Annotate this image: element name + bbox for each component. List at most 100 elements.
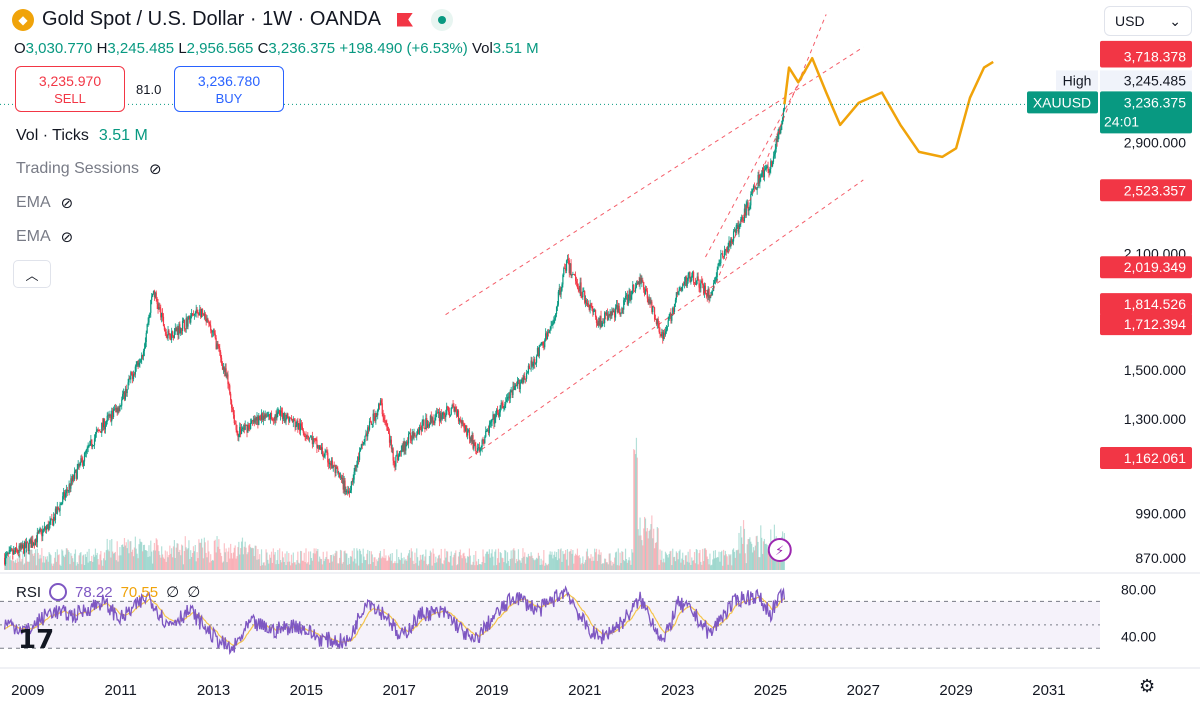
volume-bar	[124, 545, 126, 570]
rsi-legend[interactable]: RSI 78.22 70.55 ∅ ∅	[16, 583, 201, 601]
indicator-ema-2[interactable]: EMA ⊘	[16, 228, 74, 246]
volume-bar	[494, 551, 496, 570]
candle-body	[573, 274, 575, 275]
volume-bar	[619, 552, 621, 570]
market-status-icon[interactable]	[430, 8, 453, 31]
currency-select[interactable]: USD ⌄	[1104, 6, 1192, 36]
volume-bar	[182, 564, 185, 570]
candle-body	[72, 475, 74, 482]
volume-bar	[184, 536, 186, 570]
candle-body	[780, 129, 782, 134]
volume-bar	[144, 550, 146, 570]
candle-body	[291, 419, 293, 423]
eye-crossed-icon[interactable]: ⊘	[60, 195, 74, 212]
candle-body	[712, 290, 714, 292]
candle-body	[565, 260, 568, 271]
volume-bar	[712, 550, 715, 570]
y-tick-label: 1,300.000	[1124, 411, 1186, 427]
volume-bar	[24, 563, 26, 570]
candle-body	[618, 305, 620, 312]
volume-bar	[452, 557, 454, 570]
volume-bar	[476, 565, 479, 570]
volume-bar	[573, 563, 575, 570]
indicator-vol-ticks[interactable]: Vol · Ticks 3.51 M	[16, 127, 148, 144]
candle-body	[74, 469, 77, 472]
candle-body	[731, 238, 733, 243]
collapse-indicators-button[interactable]: ︿	[13, 260, 51, 288]
volume-bar	[670, 550, 672, 570]
candle-body	[562, 274, 564, 285]
candle-body	[211, 330, 213, 333]
candle-body	[554, 318, 556, 320]
candle-body	[712, 282, 715, 291]
candle-body	[725, 249, 727, 252]
volume-bar	[299, 550, 302, 570]
candle-body	[378, 404, 381, 406]
candle-body	[193, 313, 195, 316]
indicator-trading-sessions[interactable]: Trading Sessions ⊘	[16, 160, 162, 178]
volume-bar	[193, 551, 195, 570]
volume-bar	[434, 563, 436, 570]
volume-bar	[616, 565, 618, 570]
candle-body	[624, 298, 626, 301]
volume-bar	[581, 562, 583, 570]
volume-bar	[467, 556, 470, 570]
candle-body	[165, 331, 167, 335]
volume-bar	[500, 553, 502, 570]
candle-body	[461, 420, 463, 424]
candle-body	[706, 294, 708, 297]
candles	[4, 104, 785, 566]
volume-bar	[663, 558, 665, 570]
candle-body	[28, 541, 30, 551]
candle-body	[503, 408, 505, 409]
candle-body	[130, 372, 132, 380]
sell-button[interactable]: 3,235.970 SELL	[15, 66, 125, 112]
volume-bar	[101, 560, 103, 570]
candle-body	[480, 447, 482, 448]
candle-body	[38, 530, 40, 533]
candle-body	[614, 307, 617, 318]
candle-body	[289, 417, 292, 419]
candle-body	[413, 433, 415, 438]
settings-icon[interactable]: ⚙	[1139, 676, 1156, 696]
candle-body	[547, 332, 549, 334]
volume-bar	[203, 537, 205, 570]
volume-bar	[461, 558, 463, 570]
candle-body	[215, 337, 217, 350]
indicator-ema-1[interactable]: EMA ⊘	[16, 194, 74, 212]
candle-body	[47, 524, 49, 531]
volume-bar	[346, 553, 348, 570]
volume-bar	[660, 559, 662, 570]
candle-body	[76, 468, 78, 479]
eye-crossed-icon[interactable]: ⊘	[60, 229, 74, 246]
flag-icon[interactable]	[396, 12, 413, 27]
volume-bar	[516, 561, 519, 570]
symbol-title[interactable]: Gold Spot / U.S. Dollar · 1W · OANDA	[42, 8, 381, 30]
volume-bar	[637, 529, 639, 570]
candle-body	[616, 304, 618, 313]
candle-body	[575, 281, 578, 284]
volume-bar	[131, 551, 133, 570]
candle-body	[348, 491, 351, 493]
volume-bar	[250, 547, 252, 570]
candle-body	[26, 542, 28, 544]
volume-bar	[419, 554, 421, 570]
candle-body	[93, 438, 96, 446]
volume-bar	[427, 565, 429, 570]
eye-crossed-icon[interactable]: ⊘	[149, 161, 162, 178]
volume-bar	[216, 536, 218, 570]
volume-bar	[358, 565, 360, 570]
volume-bar	[565, 550, 567, 570]
volume-bar	[177, 543, 179, 570]
volume-bar	[77, 563, 79, 570]
candle-body	[407, 441, 409, 444]
candle-body	[776, 138, 778, 143]
volume-bar	[499, 552, 501, 570]
candle-body	[419, 427, 421, 428]
volume-bar	[496, 558, 499, 570]
buy-button[interactable]: 3,236.780 BUY	[174, 66, 284, 112]
volume-bar	[667, 557, 669, 570]
candle-body	[513, 386, 515, 390]
volume-bar	[73, 553, 76, 570]
